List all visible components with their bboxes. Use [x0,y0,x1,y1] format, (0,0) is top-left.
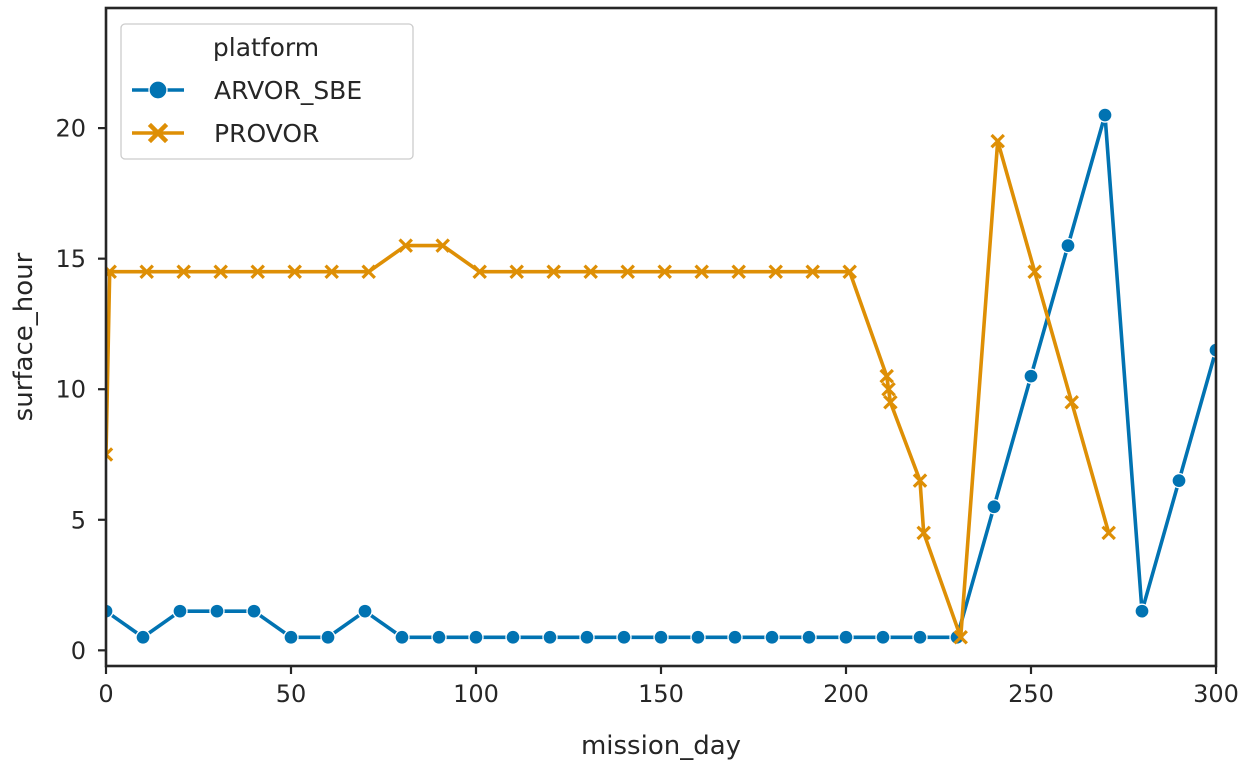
legend-label: PROVOR [214,119,319,148]
data-point [357,603,373,619]
x-tick-label: 100 [453,680,499,708]
data-point [106,447,114,462]
data-point [653,629,669,645]
data-point [172,603,188,619]
legend-marker-icon [147,122,169,144]
data-point [509,264,524,279]
y-tick-label: 10 [55,376,86,404]
x-tick-label: 300 [1193,680,1239,708]
x-tick-label: 250 [1008,680,1054,708]
data-point [690,629,706,645]
legend-title: platform [213,33,319,62]
data-point [1064,395,1079,410]
axis-ticks: 0 50 100 150 200 250 300 0 5 10 15 20 [55,115,1238,708]
data-point [106,603,114,619]
legend-label: ARVOR_SBE [214,76,362,105]
data-point [1060,237,1076,254]
data-point [1097,107,1113,123]
data-point [838,629,854,645]
legend: platform ARVOR_SBE PROVOR [120,23,414,160]
y-tick-label: 20 [55,115,86,143]
data-point [764,629,780,645]
data-point [1171,472,1187,489]
series-layer [106,107,1216,645]
data-point [324,264,339,279]
data-point [394,629,410,645]
data-point [616,629,632,645]
data-point [320,629,336,645]
data-point [953,630,968,645]
data-point [805,264,820,279]
y-tick-label: 5 [71,506,86,534]
data-point [361,264,376,279]
data-point [842,264,857,279]
data-point [435,238,450,253]
data-point [875,629,891,645]
data-point [431,629,447,645]
data-point [283,629,299,645]
data-point [250,264,265,279]
series-arvor-sbe [106,107,1216,645]
x-tick-label: 150 [638,680,684,708]
data-point [1023,368,1039,384]
data-point [620,264,635,279]
series-line [106,139,1111,640]
data-point [176,264,191,279]
data-point [1134,603,1150,619]
data-point [583,264,598,279]
data-point [209,603,225,619]
data-point [881,381,896,397]
legend-item: ARVOR_SBE [132,76,362,105]
data-point [135,629,151,645]
series-line [106,113,1216,640]
y-tick-label: 0 [71,637,86,665]
data-point [213,264,228,279]
legend-marker-icon [148,80,168,100]
data-point [542,629,558,645]
data-point [579,629,595,645]
data-point [505,629,521,645]
x-tick-label: 50 [276,680,307,708]
x-tick-label: 200 [823,680,869,708]
data-point [801,629,817,645]
data-point [468,629,484,645]
data-point [912,473,928,488]
y-axis-title: surface_hour [9,252,39,421]
data-point [287,264,302,279]
data-point [546,264,561,279]
data-point [1208,342,1216,358]
data-point [139,264,154,279]
data-point [727,629,743,645]
x-axis-title: mission_day [581,731,741,761]
data-point [990,133,1005,149]
data-point [1027,264,1042,279]
legend-item: PROVOR [132,119,319,148]
plot-frame [104,6,1218,668]
data-point [472,264,487,279]
data-point [883,395,898,410]
y-tick-label: 15 [55,245,86,273]
series-provor [106,133,1116,645]
data-point [657,264,672,279]
data-point [398,238,413,253]
data-point [694,264,709,279]
data-point [912,629,928,645]
data-point [731,264,746,279]
x-tick-label: 0 [98,680,113,708]
data-point [916,525,931,541]
data-point [986,499,1002,515]
data-point [1101,525,1116,541]
data-point [768,264,783,279]
legend-box [120,23,414,160]
data-point [879,368,894,384]
data-point [246,603,262,619]
